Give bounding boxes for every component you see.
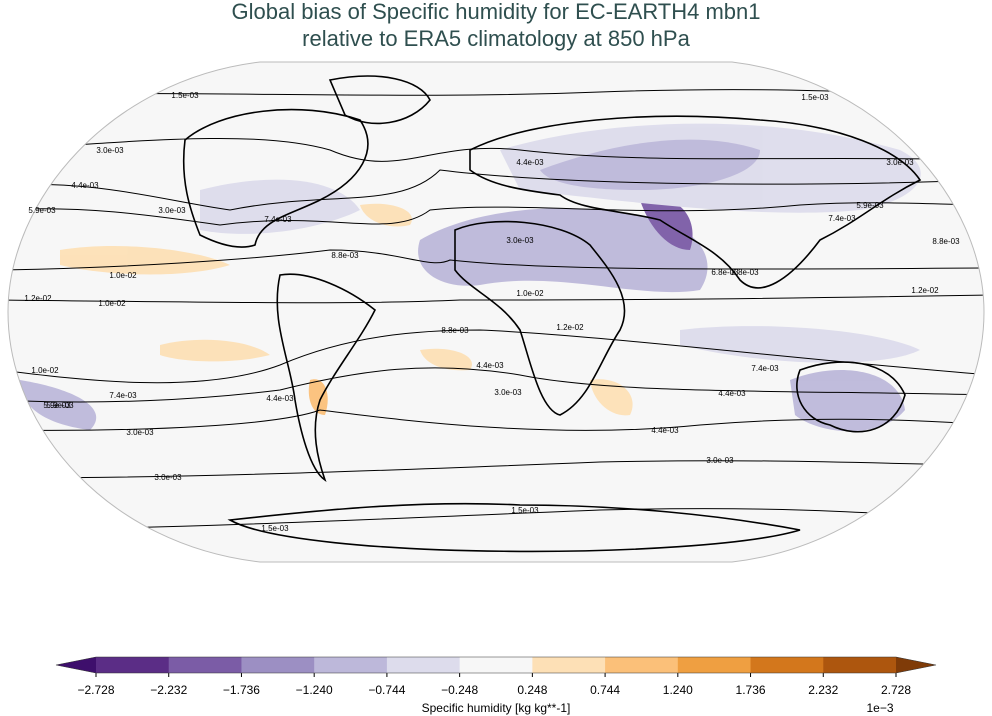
colorbar: −2.728 −2.232 −1.736 −1.240 −0.744 −0.248 0.24… [55, 656, 937, 697]
contour-label: 1.0e-02 [31, 366, 59, 375]
colorbar-bin [677, 657, 752, 673]
colorbar-bin [241, 657, 315, 673]
contour-label: 8.8e-03 [441, 326, 469, 335]
contour-label: 4.4e-03 [71, 181, 99, 190]
bias-shading [20, 123, 921, 432]
contour-label: 3.0e-03 [158, 206, 186, 215]
colorbar-bin [96, 657, 170, 673]
colorbar-bin [532, 657, 606, 673]
colorbar-bin [314, 657, 388, 673]
contour-label: 5.9e-03 [46, 401, 74, 410]
contour-label: 3.0e-03 [154, 473, 182, 482]
colorbar-outline [55, 656, 937, 674]
contour-label: 4.4e-03 [718, 389, 746, 398]
contour-label: 1.0e-02 [516, 289, 544, 298]
colorbar-bin [386, 657, 461, 673]
contour-label: 1.0e-02 [98, 299, 126, 308]
contour-label: 1.2e-02 [24, 294, 52, 303]
contour-label: 1.0e-02 [109, 271, 137, 280]
colorbar-bin [750, 657, 824, 673]
contour-label: 3.0e-03 [494, 388, 522, 397]
contour-label: 6.8e-03 [711, 268, 739, 277]
ocean [8, 62, 984, 562]
map-border [7, 61, 985, 563]
contour-label: 4.4e-03 [476, 361, 504, 370]
contour-label: 7.4e-03 [109, 391, 137, 400]
colorbar-tick-label: −2.232 [150, 683, 187, 697]
contour-labels: 1.5e-03 1.5e-03 3.0e-03 3.0e-03 4.4e-03 4.4e-… [24, 91, 960, 533]
contour-label: 3.0e-03 [96, 146, 124, 155]
contour-label: 7.4e-03 [828, 214, 856, 223]
colorbar-tick-label: 0.248 [517, 683, 547, 697]
colorbar-bin [605, 657, 679, 673]
contour-label: 3.0e-03 [126, 428, 154, 437]
colorbar-label: Specific humidity [kg kg**-1] [422, 701, 571, 715]
contour-label: 3.0e-03 [706, 456, 734, 465]
contour-label: 1.2e-02 [556, 323, 584, 332]
colorbar-bin [168, 657, 242, 673]
contour-label: 3.0e-03 [886, 158, 914, 167]
contour-label: 1.5e-03 [511, 506, 539, 515]
colorbar-tick-label: −1.736 [223, 683, 260, 697]
colorbar-tick-label: 0.744 [590, 683, 620, 697]
colorbar-tick-label: 2.232 [808, 683, 838, 697]
contour-label: 4.4e-03 [516, 158, 544, 167]
contour-label: 1.5e-03 [261, 524, 289, 533]
colorbar-scale: 1e−3 [866, 701, 893, 715]
contour-label: 7.4e-03 [264, 215, 292, 224]
colorbar-tick-label: −2.728 [77, 683, 114, 697]
contour-label: 8.8e-03 [731, 268, 759, 277]
contour-label: 5.9e-03 [43, 401, 71, 410]
colorbar-tick-label: 2.728 [881, 683, 911, 697]
contour-label: 3.0e-03 [506, 236, 534, 245]
title-line: Global bias of Specific humidity for EC-… [231, 0, 760, 24]
colorbar-tick-label: 1.736 [736, 683, 766, 697]
contour-label: 8.8e-03 [331, 251, 359, 260]
coastlines [182, 75, 922, 553]
colorbar-bin [459, 657, 533, 673]
contour-label: 1.2e-02 [911, 286, 939, 295]
colorbar-extend [896, 657, 936, 673]
contour-label: 5.9e-03 [856, 201, 884, 210]
contour-label: 8.8e-03 [932, 237, 960, 246]
contour-label: 4.4e-03 [266, 394, 294, 403]
colorbar-tick-label: −0.248 [441, 683, 478, 697]
colorbar-tick-label: −0.744 [368, 683, 405, 697]
map [8, 62, 984, 562]
contour-label: 5.9e-03 [28, 206, 56, 215]
contour-label: 7.4e-03 [751, 364, 779, 373]
colorbar-extend [56, 657, 96, 673]
colorbar-tick-label: 1.240 [663, 683, 693, 697]
title-line: relative to ERA5 climatology at 850 hPa [302, 26, 690, 51]
colorbar-tick-label: −1.240 [296, 683, 333, 697]
contour-label: 4.4e-03 [651, 426, 679, 435]
contour-label: 1.5e-03 [801, 93, 829, 102]
colorbar-bin [823, 657, 897, 673]
contour-label: 1.5e-03 [171, 91, 199, 100]
